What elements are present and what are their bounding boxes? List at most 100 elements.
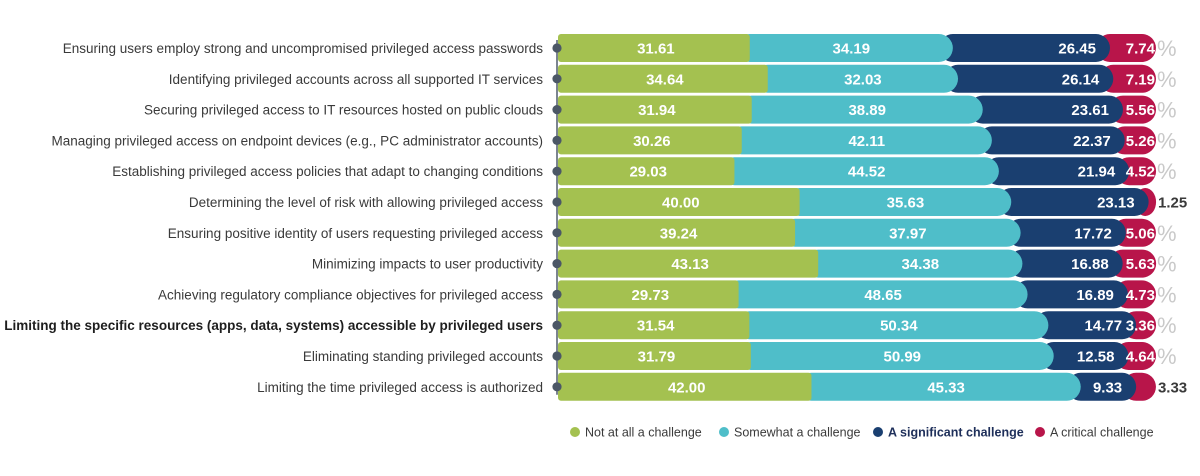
bar-segment [735, 34, 953, 62]
bar-segment [720, 157, 999, 186]
axis-dot [552, 197, 562, 207]
value-label: 5.06 [1126, 225, 1155, 242]
bar-segment [1095, 34, 1156, 62]
value-label: 39.24 [660, 225, 698, 242]
bar-segment [558, 126, 742, 155]
value-label: 42.00 [668, 379, 706, 396]
bar-segment [781, 218, 1021, 247]
percent-symbol: % [1157, 282, 1177, 307]
bar-segment [753, 64, 959, 93]
bar-segment [797, 372, 1081, 401]
bar-segment [1008, 249, 1123, 278]
bar-segment [558, 95, 752, 124]
value-label: 37.97 [889, 225, 927, 242]
legend-label: A significant challenge [888, 426, 1024, 440]
axis-dot [552, 228, 562, 238]
percent-symbol: % [1157, 159, 1177, 184]
value-label: 31.79 [638, 349, 676, 366]
value-label: 5.56 [1126, 102, 1155, 119]
value-label: 44.52 [848, 164, 886, 181]
axis-dot [552, 74, 562, 84]
category-label: Eliminating standing privileged accounts [303, 349, 543, 364]
percent-symbol: % [1157, 252, 1177, 277]
bar-segment [735, 311, 1049, 340]
value-label: 23.13 [1097, 195, 1135, 212]
bar-segment [558, 34, 750, 62]
percent-symbol: % [1157, 313, 1177, 338]
legend-label: A critical challenge [1050, 426, 1154, 440]
bar-segment [1066, 372, 1137, 401]
category-label: Determining the level of risk with allow… [189, 195, 543, 210]
percent-symbol: % [1157, 128, 1177, 153]
value-label: 34.19 [833, 41, 871, 58]
value-label: 50.34 [880, 318, 918, 335]
bar-segment [727, 126, 992, 155]
bar-segment [1006, 218, 1126, 247]
value-label: 22.37 [1073, 133, 1111, 150]
axis-dot [552, 105, 562, 115]
bar-segment [997, 188, 1149, 216]
bar-segment [558, 64, 768, 93]
legend-swatch [719, 427, 729, 437]
category-label: Achieving regulatory compliance objectiv… [158, 287, 543, 302]
percent-symbol: % [1157, 36, 1177, 61]
value-label: 34.38 [902, 256, 940, 273]
category-label: Managing privileged access on endpoint d… [51, 133, 543, 148]
value-label: 50.99 [883, 349, 921, 366]
bar-segment [977, 126, 1125, 155]
legend-label: Somewhat a challenge [734, 426, 861, 440]
bar-segment [558, 342, 751, 370]
value-label: 32.03 [844, 71, 882, 88]
axis-dot [552, 166, 562, 176]
percent-symbol: % [1157, 67, 1177, 92]
value-label: 31.61 [637, 41, 675, 58]
axis-dot [552, 135, 562, 145]
value-label: 12.58 [1077, 349, 1115, 366]
value-label: 3.33 [1158, 379, 1187, 396]
axis-dot [552, 320, 562, 330]
bar-segment [1039, 342, 1129, 370]
category-label: Limiting the time privileged access is a… [257, 380, 543, 395]
value-label: 9.33 [1093, 379, 1122, 396]
axis-dot [552, 259, 562, 269]
value-label: 31.94 [638, 102, 676, 119]
bar-segment [724, 280, 1028, 309]
value-label: 17.72 [1074, 225, 1112, 242]
bar-segment [558, 218, 796, 247]
category-label: Ensuring users employ strong and uncompr… [63, 41, 543, 56]
legend-swatch [570, 427, 580, 437]
legend-swatch [1035, 427, 1045, 437]
value-label: 16.88 [1071, 256, 1109, 273]
value-label: 1.25 [1158, 195, 1187, 212]
value-label: 29.73 [632, 287, 670, 304]
category-label: Minimizing impacts to user productivity [312, 257, 543, 272]
value-label: 4.64 [1126, 349, 1156, 366]
value-label: 26.14 [1062, 71, 1100, 88]
category-label: Limiting the specific resources (apps, d… [4, 318, 543, 333]
value-label: 16.89 [1076, 287, 1114, 304]
axis-dot [552, 382, 562, 392]
category-label: Securing privileged access to IT resourc… [144, 103, 543, 118]
bar-segment [558, 280, 739, 309]
legend-label: Not at all a challenge [585, 426, 702, 440]
value-label: 48.65 [864, 287, 902, 304]
bar-segment [1013, 280, 1128, 309]
value-label: 30.26 [633, 133, 671, 150]
bar-segment [558, 311, 750, 340]
value-label: 29.03 [629, 164, 667, 181]
bar-segment [804, 249, 1023, 278]
axis-dot [552, 351, 562, 361]
legend-swatch [873, 427, 883, 437]
bar-segment [968, 95, 1123, 124]
value-label: 3.36 [1126, 318, 1155, 335]
axis-dot [552, 43, 562, 53]
value-label: 40.00 [662, 195, 700, 212]
value-label: 35.63 [887, 195, 925, 212]
bar-segment [1034, 311, 1137, 340]
value-label: 34.64 [646, 71, 684, 88]
bar-segment [736, 342, 1054, 370]
category-label: Identifying privileged accounts across a… [169, 72, 543, 87]
bar-segment [944, 64, 1114, 93]
bar-segment [558, 157, 735, 186]
bar-segment [1099, 64, 1156, 93]
